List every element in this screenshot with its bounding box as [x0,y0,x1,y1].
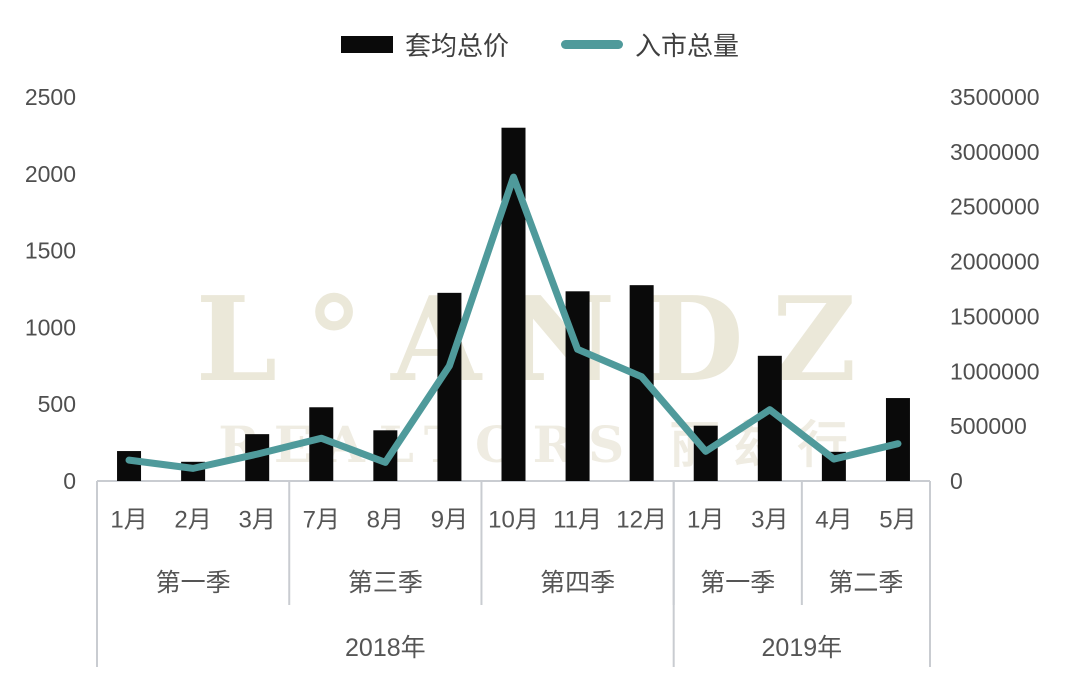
bar-12-5月 [885,398,910,481]
month-label: 1月 [687,507,724,534]
year-label: 2018年 [345,634,426,662]
right-axis-tick-label: 2500000 [950,194,1040,220]
right-axis-tick-label: 3000000 [950,139,1040,165]
left-axis-tick-label: 2000 [25,161,76,187]
legend-item-market-volume[interactable]: 入市总量 [561,26,739,63]
quarter-label: 第四季 [540,569,615,597]
right-axis-tick-label: 3500000 [950,84,1040,110]
left-axis-tick-label: 500 [38,391,76,417]
right-axis-tick-label: 500000 [950,413,1027,439]
quarter-label: 第三季 [348,569,423,597]
quarter-label: 第二季 [828,569,903,597]
month-label: 12月 [616,507,667,534]
month-label: 3月 [751,507,788,534]
legend-item-avg-price[interactable]: 套均总价 [340,26,509,63]
line-series-swatch-icon [561,40,623,49]
month-label: 9月 [431,507,468,534]
month-label: 10月 [488,507,539,534]
right-axis-tick-label: 0 [950,468,963,494]
month-label: 4月 [815,507,852,534]
month-label: 11月 [553,507,602,534]
month-label: 8月 [367,507,404,534]
left-axis-tick-label: 1000 [25,314,76,340]
right-axis-tick-label: 2000000 [950,249,1040,275]
month-label: 1月 [110,507,147,534]
left-axis-tick-label: 0 [63,468,76,494]
month-label: 2月 [174,507,211,534]
right-axis-tick-label: 1500000 [950,303,1040,329]
left-axis-tick-label: 1500 [25,238,76,264]
legend: 套均总价 入市总量 [0,26,1080,63]
market-volume-line [125,173,902,472]
month-label: 3月 [239,507,276,534]
legend-line-label: 入市总量 [635,31,740,61]
left-axis-tick-label: 2500 [25,84,76,110]
bar-0-1月 [117,451,142,481]
month-label: 5月 [879,507,916,534]
watermark-landz-logo: L°ANDZ [195,272,885,408]
legend-bar-label: 套均总价 [404,31,509,61]
bar-5-9月 [437,292,462,481]
month-label: 7月 [303,507,340,534]
right-axis-tick-label: 1000000 [950,358,1040,384]
quarter-label: 第一季 [156,569,231,597]
year-label: 2019年 [762,634,843,662]
bar-series-swatch-icon [340,36,393,53]
quarter-label: 第一季 [700,569,775,597]
